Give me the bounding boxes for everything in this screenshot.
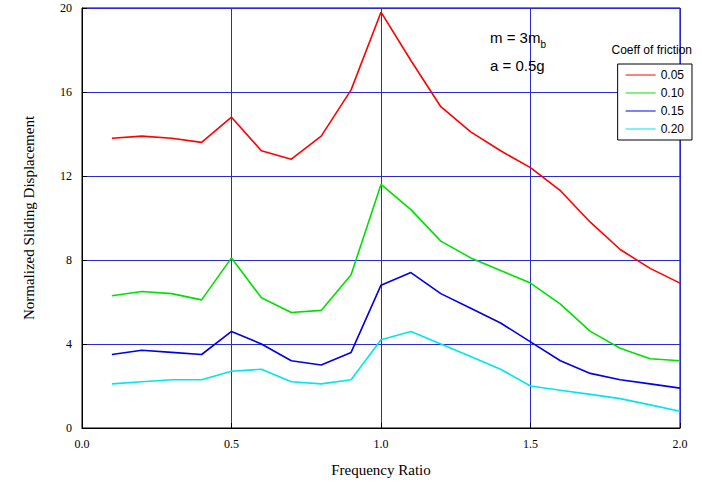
svg-text:16: 16 bbox=[60, 85, 72, 99]
svg-text:Frequency Ratio: Frequency Ratio bbox=[331, 462, 431, 478]
svg-text:12: 12 bbox=[60, 169, 72, 183]
svg-text:8: 8 bbox=[66, 253, 72, 267]
svg-text:4: 4 bbox=[66, 337, 72, 351]
svg-text:Coeff of friction: Coeff of friction bbox=[612, 43, 692, 57]
svg-text:0.15: 0.15 bbox=[661, 104, 685, 118]
svg-text:0.20: 0.20 bbox=[661, 122, 685, 136]
svg-text:m = 3m: m = 3m bbox=[490, 29, 540, 46]
svg-text:0.5: 0.5 bbox=[224, 437, 239, 451]
svg-text:0.0: 0.0 bbox=[75, 437, 90, 451]
svg-text:20: 20 bbox=[60, 1, 72, 15]
svg-text:1.5: 1.5 bbox=[523, 437, 538, 451]
svg-text:0.10: 0.10 bbox=[661, 86, 685, 100]
svg-text:2.0: 2.0 bbox=[673, 437, 688, 451]
svg-text:Normalized Sliding Displacemen: Normalized Sliding Displacement bbox=[21, 115, 37, 320]
svg-text:a = 0.5g: a = 0.5g bbox=[490, 57, 545, 74]
svg-text:0: 0 bbox=[66, 421, 72, 435]
svg-text:b: b bbox=[540, 39, 546, 50]
svg-text:1.0: 1.0 bbox=[374, 437, 389, 451]
svg-text:0.05: 0.05 bbox=[661, 68, 685, 82]
